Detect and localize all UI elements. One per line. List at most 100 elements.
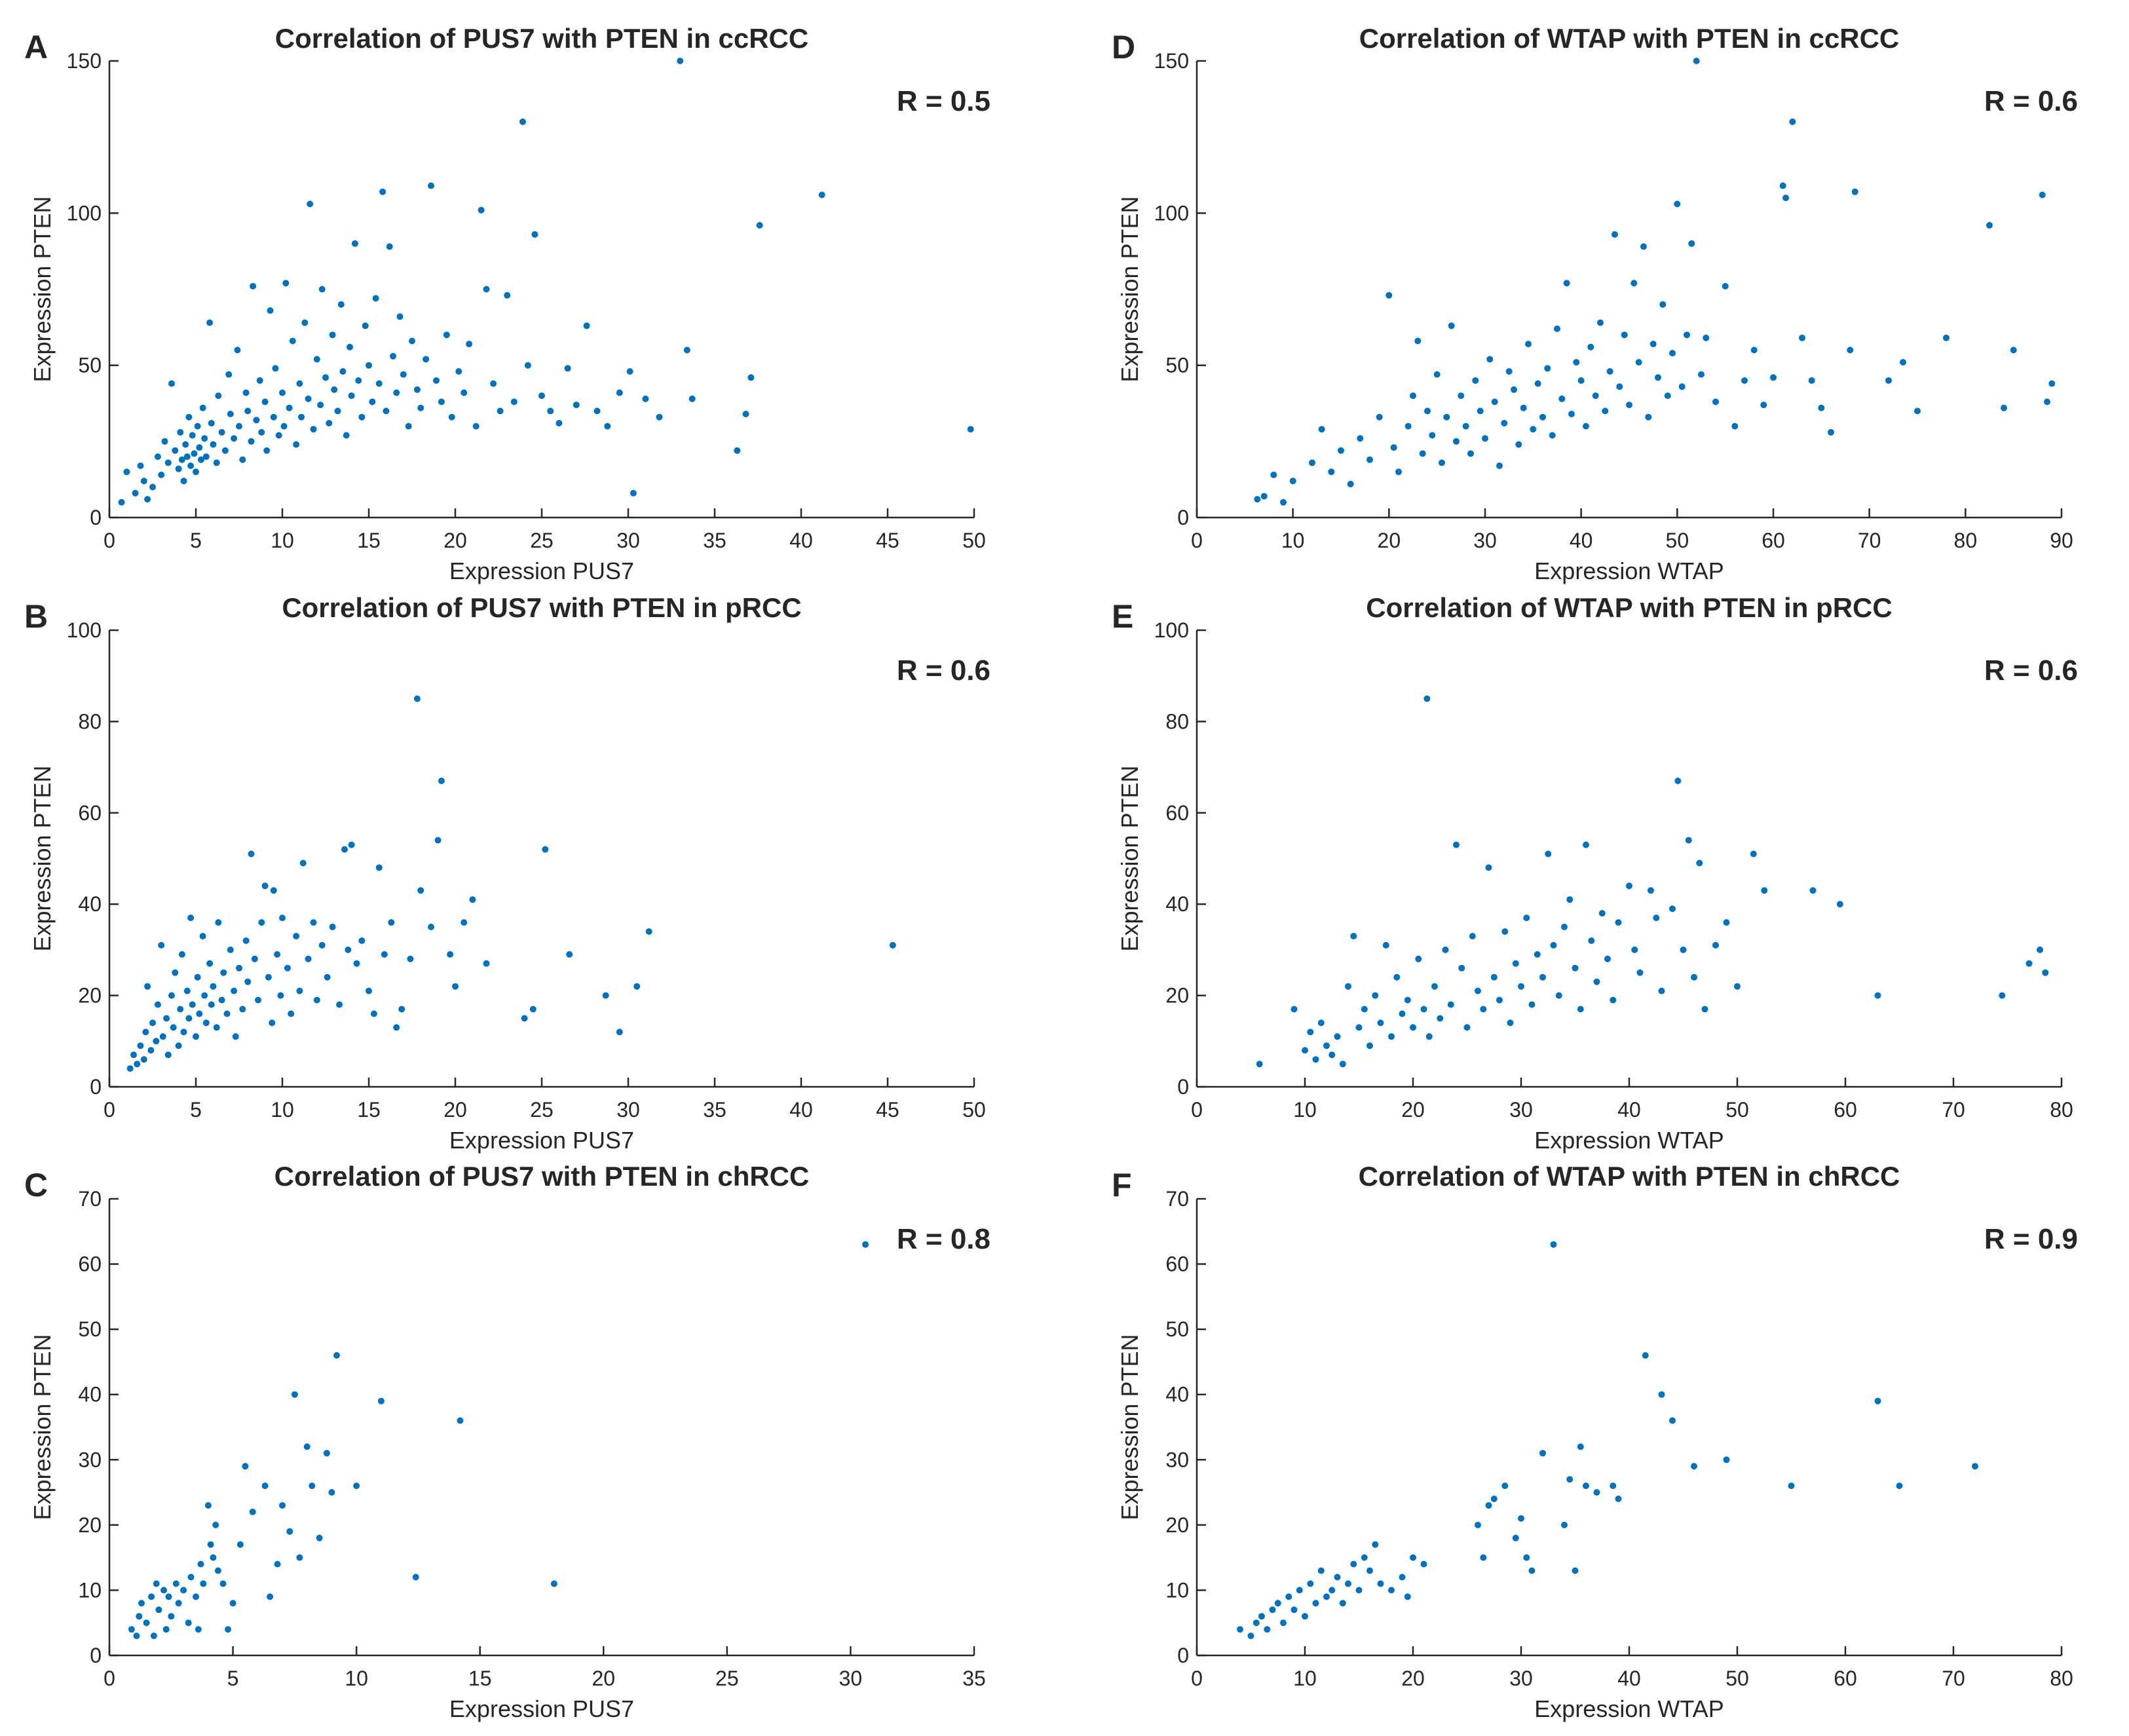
chart-c-data-point bbox=[323, 1450, 330, 1457]
chart-c-x-tick-label: 20 bbox=[592, 1667, 615, 1690]
chart-a-data-point bbox=[256, 377, 263, 384]
chart-b-data-point bbox=[154, 1001, 161, 1008]
chart-b-data-point bbox=[134, 1061, 141, 1068]
chart-e-data-point bbox=[1685, 837, 1692, 844]
chart-f-data-point bbox=[1291, 1606, 1298, 1613]
chart-b-data-point bbox=[236, 964, 242, 972]
chart-d-data-point bbox=[1693, 58, 1700, 64]
chart-d-data-point bbox=[1280, 499, 1287, 506]
chart-a-data-point bbox=[531, 231, 538, 238]
chart-a-data-point bbox=[194, 423, 201, 430]
chart-a-data-point bbox=[375, 380, 383, 387]
chart-f-data-point bbox=[1312, 1600, 1319, 1607]
chart-a-data-point bbox=[351, 240, 358, 247]
chart-b-data-point bbox=[566, 951, 573, 958]
chart-e-y-tick-label: 100 bbox=[1154, 618, 1189, 642]
chart-f-data-point bbox=[1528, 1567, 1536, 1574]
chart-b-data-point bbox=[194, 973, 201, 981]
chart-a-data-point bbox=[289, 337, 296, 345]
chart-d-data-point bbox=[1347, 480, 1354, 487]
chart-e-data-point bbox=[1674, 778, 1682, 784]
chart-b-data-point bbox=[147, 1047, 155, 1054]
chart-e-data-point bbox=[1723, 919, 1730, 926]
chart-a-data-point bbox=[149, 483, 156, 491]
chart-d-data-point bbox=[1458, 392, 1465, 400]
chart-a-data-point bbox=[331, 386, 338, 393]
chart-e-data-point bbox=[1534, 951, 1541, 958]
chart-b-data-point bbox=[239, 1006, 246, 1013]
chart-f-y-tick-label: 30 bbox=[1165, 1448, 1189, 1471]
chart-d-data-point bbox=[1289, 478, 1296, 485]
chart-a-data-point bbox=[616, 389, 623, 396]
chart-e-data-point bbox=[1458, 964, 1465, 972]
chart-d-data-point bbox=[1986, 221, 1993, 229]
chart-b-title: Correlation of PUS7 with PTEN in pRCC bbox=[282, 592, 801, 623]
chart-f-y-tick-label: 50 bbox=[1165, 1317, 1189, 1341]
chart-c-data-point bbox=[309, 1482, 316, 1490]
chart-f-data-point bbox=[1253, 1619, 1260, 1627]
chart-d-data-point bbox=[1583, 423, 1589, 430]
chart-f-data-point bbox=[1523, 1554, 1530, 1561]
chart-c-data-point bbox=[377, 1397, 385, 1405]
chart-a-data-point bbox=[490, 380, 497, 387]
chart-f-data-point bbox=[1366, 1567, 1373, 1574]
chart-d-data-point bbox=[2039, 191, 2046, 198]
chart-b-data-point bbox=[645, 928, 652, 935]
chart-a-data-point bbox=[234, 347, 241, 354]
chart-b-x-tick-label: 40 bbox=[789, 1098, 813, 1122]
chart-b-data-point bbox=[483, 960, 490, 967]
chart-e-data-point bbox=[1680, 946, 1687, 953]
chart-b-data-point bbox=[178, 951, 185, 958]
chart-a-data-point bbox=[497, 407, 504, 415]
chart-a-data-point bbox=[438, 398, 445, 406]
chart-a-data-point bbox=[461, 389, 468, 396]
chart-c-y-tick-label: 70 bbox=[78, 1187, 102, 1211]
chart-b-data-point bbox=[255, 996, 261, 1004]
chart-d-data-point bbox=[1424, 407, 1431, 415]
chart-e-data-point bbox=[1480, 1006, 1487, 1013]
chart-d-y-tick-label: 0 bbox=[1177, 506, 1189, 529]
chart-e-data-point bbox=[1339, 1061, 1346, 1068]
chart-d-data-point bbox=[1453, 438, 1460, 445]
chart-a-data-point bbox=[396, 313, 404, 320]
chart-c-data-point bbox=[148, 1593, 155, 1600]
chart-b-data-point bbox=[199, 933, 206, 939]
chart-b-data-point bbox=[284, 964, 291, 972]
chart-e-x-tick-label: 80 bbox=[2050, 1098, 2073, 1122]
chart-d-data-point bbox=[1539, 413, 1546, 421]
chart-d-data-point bbox=[1587, 343, 1594, 350]
chart-f-data-point bbox=[1490, 1496, 1498, 1502]
chart-d-data-point bbox=[1558, 395, 1566, 402]
chart-e-data-point bbox=[1366, 1042, 1373, 1049]
chart-b-data-point bbox=[137, 1042, 144, 1049]
chart-b-data-point bbox=[336, 1001, 343, 1008]
chart-f-x-axis-label: Expression WTAP bbox=[1534, 1695, 1724, 1722]
chart-f-y-axis-label: Expression PTEN bbox=[1116, 1334, 1143, 1520]
chart-f-data-point bbox=[1285, 1593, 1292, 1600]
chart-a-data-point bbox=[298, 413, 305, 421]
chart-a-y-tick-label: 50 bbox=[78, 354, 102, 377]
chart-a-data-point bbox=[250, 282, 257, 290]
chart-e-data-point bbox=[1809, 887, 1817, 894]
chart-b-data-point bbox=[149, 1019, 156, 1027]
chart-a-data-point bbox=[132, 489, 139, 497]
chart-a-data-point bbox=[524, 362, 531, 369]
chart-a-data-point bbox=[154, 453, 161, 461]
chart-a-data-point bbox=[313, 356, 320, 363]
chart-e-data-point bbox=[1610, 996, 1617, 1004]
chart-a-data-point bbox=[967, 426, 974, 433]
chart-b-data-point bbox=[318, 941, 326, 949]
chart-a-data-point bbox=[428, 182, 434, 189]
chart-a-data-point bbox=[656, 413, 663, 421]
chart-d-x-tick-label: 70 bbox=[1858, 529, 1881, 552]
chart-a-data-point bbox=[227, 411, 234, 417]
chart-d-data-point bbox=[1731, 423, 1739, 430]
chart-b-data-point bbox=[279, 915, 286, 922]
chart-f-data-point bbox=[1518, 1515, 1524, 1522]
chart-b-data-point bbox=[299, 859, 307, 867]
chart-e-x-tick-label: 50 bbox=[1725, 1098, 1749, 1122]
chart-b-data-point bbox=[210, 983, 217, 990]
chart-d-data-point bbox=[1395, 468, 1402, 476]
chart-c-data-point bbox=[165, 1593, 172, 1600]
